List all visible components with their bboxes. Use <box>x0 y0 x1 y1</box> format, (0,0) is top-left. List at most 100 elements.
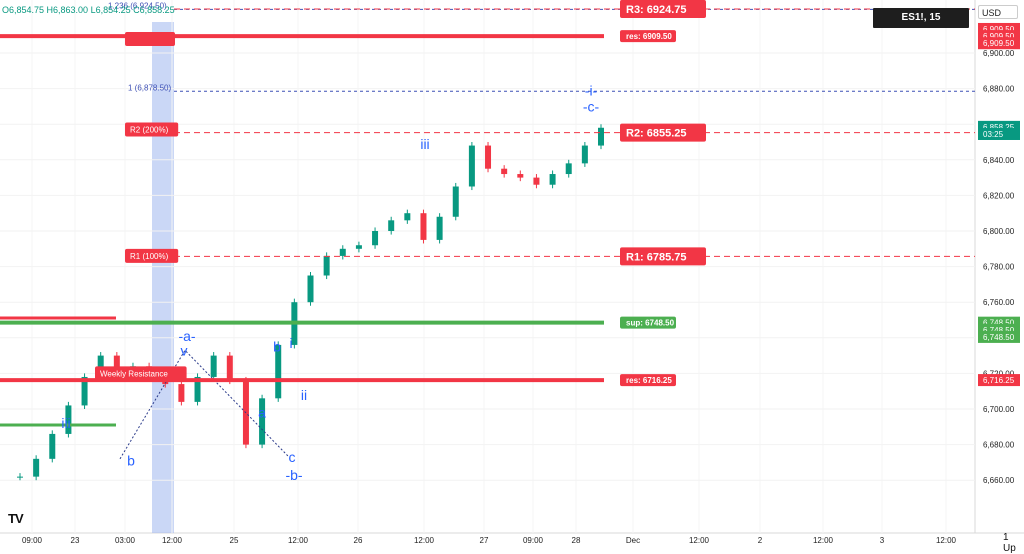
price-axis-marker-label: 6,858.25 <box>983 123 1015 132</box>
fib-level-label: 1 (6,878.50) <box>128 83 171 92</box>
time-axis-label: 12:00 <box>813 536 834 545</box>
level-label-box <box>620 0 706 18</box>
level-label-box <box>620 247 706 266</box>
symbol-badge[interactable]: ES1!, 15 <box>873 8 969 28</box>
level-label: sup: 6748.50 <box>626 319 675 328</box>
currency-button[interactable]: USD <box>978 5 1018 19</box>
time-axis-label: 03:00 <box>115 536 136 545</box>
candle-body <box>517 174 524 178</box>
candle-body <box>549 174 556 185</box>
price-axis-tick: 6,780.00 <box>983 263 1015 272</box>
elliott-wave-label: -b- <box>285 467 302 483</box>
elliott-wave-label: b <box>273 339 281 355</box>
time-axis-label: 09:00 <box>22 536 43 545</box>
candle-body <box>420 213 427 240</box>
level-label-box <box>620 374 676 387</box>
elliott-wave-label: -c- <box>583 98 600 114</box>
price-axis-background <box>975 0 1024 533</box>
level-label: R3: 6924.75 <box>626 4 687 16</box>
left-level-tag-label: Weekly Resistance <box>100 369 168 378</box>
price-axis-marker-label: 6,748.50 <box>983 319 1015 328</box>
time-axis-label: 12:00 <box>689 536 710 545</box>
price-axis-marker-label: 03:25 <box>983 130 1004 139</box>
ohlc-readout: O6,854.75 H6,863.00 L6,854.25 C6,858.25 <box>2 5 175 15</box>
price-axis-tick: 6,720.00 <box>983 369 1015 378</box>
time-axis-label: 26 <box>354 536 363 545</box>
elliott-wave-label: a <box>258 405 266 421</box>
left-level-tag-label: R2 (200%) <box>130 126 169 135</box>
time-axis-label: 2 <box>758 536 763 545</box>
time-axis-label: 27 <box>480 536 489 545</box>
time-axis-label: 23 <box>71 536 80 545</box>
candle-body <box>275 344 282 399</box>
price-axis-marker-label: 6,909.50 <box>983 25 1015 34</box>
price-axis-marker-label: 6,748.50 <box>983 333 1015 342</box>
candle-body <box>501 168 508 175</box>
left-level-tag <box>125 122 179 137</box>
candle-body <box>259 398 266 445</box>
price-axis-tick: 6,800.00 <box>983 227 1015 236</box>
tradingview-logo-icon: TV <box>8 511 24 526</box>
price-axis-tick: 6,900.00 <box>983 49 1015 58</box>
price-axis-marker <box>978 120 1020 133</box>
candle-body <box>307 275 314 303</box>
candle-body <box>436 216 443 240</box>
time-axis-label: 12:00 <box>414 536 435 545</box>
time-axis-label: 25 <box>230 536 239 545</box>
level-label-box <box>620 123 706 142</box>
price-axis-marker-label: 6,909.50 <box>983 32 1015 41</box>
elliott-wave-label: i <box>289 335 292 351</box>
left-level-tag <box>125 248 179 263</box>
time-axis-label: 28 <box>572 536 581 545</box>
fib-tag-box <box>125 32 175 46</box>
price-axis-tick: 6,820.00 <box>983 191 1015 200</box>
time-axis-label: 12:00 <box>162 536 183 545</box>
level-label-box <box>620 316 676 329</box>
price-axis-tick: 6,680.00 <box>983 441 1015 450</box>
candle-body <box>468 145 475 187</box>
price-axis-tick: 6,840.00 <box>983 156 1015 165</box>
price-axis-tick: 6,700.00 <box>983 405 1015 414</box>
level-label: R1: 6785.75 <box>626 251 687 263</box>
candle-body <box>372 231 379 246</box>
candle-body <box>355 245 362 249</box>
wave-projection-line <box>119 349 290 460</box>
candle-body <box>485 145 492 169</box>
price-axis-marker <box>978 127 1020 140</box>
elliott-wave-label: c <box>289 449 296 465</box>
candle-body <box>533 177 540 185</box>
time-axis-label: 12:00 <box>936 536 957 545</box>
candle-body <box>388 220 395 231</box>
level-label: res: 6909.50 <box>626 32 672 41</box>
elliott-wave-label: iii <box>420 136 429 152</box>
candle-body <box>323 255 330 276</box>
candle-body <box>194 376 201 402</box>
price-axis-marker-label: 6,716.25 <box>983 376 1015 385</box>
elliott-wave-label: ii <box>301 387 307 403</box>
elliott-wave-label: v <box>181 342 188 358</box>
candle-body <box>210 355 217 377</box>
candle-body <box>17 476 23 478</box>
elliott-wave-label: -i- <box>585 82 598 98</box>
price-axis-marker <box>978 330 1020 343</box>
elliott-wave-label: iii <box>61 415 70 431</box>
candle-body <box>81 376 88 406</box>
candle-body <box>226 355 233 381</box>
price-axis-marker <box>978 374 1020 387</box>
elliott-wave-label: b <box>127 453 135 469</box>
time-axis-label: 3 <box>880 536 885 545</box>
left-level-tag <box>95 366 187 381</box>
time-axis-label: Dec <box>626 536 640 545</box>
price-axis-marker <box>978 37 1020 50</box>
candle-body <box>452 186 459 217</box>
candle-body <box>598 127 604 146</box>
price-axis-tick: 6,660.00 <box>983 476 1015 485</box>
time-axis-corner-label: 1 Up <box>1003 532 1016 554</box>
candle-body <box>49 433 56 459</box>
candle-body <box>65 405 72 434</box>
price-axis-marker-label: 6,748.50 <box>983 326 1015 335</box>
candle-body <box>178 384 185 402</box>
candle-body <box>339 248 346 256</box>
left-level-tag-label: R1 (100%) <box>130 252 169 261</box>
